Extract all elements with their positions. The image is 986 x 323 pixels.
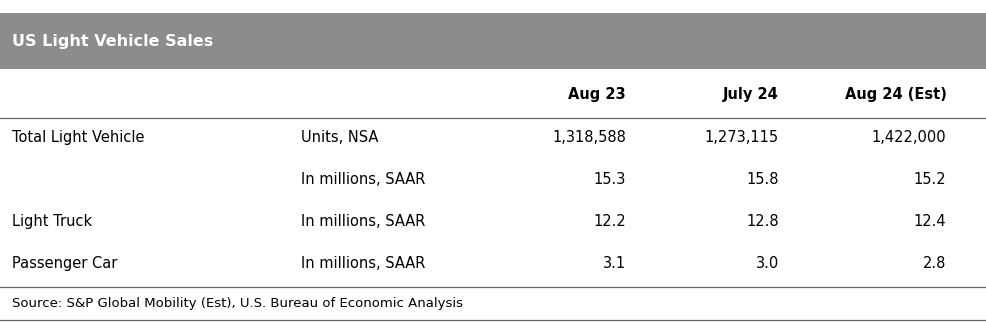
Text: 12.4: 12.4	[914, 214, 947, 229]
Text: 15.3: 15.3	[594, 172, 626, 187]
Text: In millions, SAAR: In millions, SAAR	[301, 256, 425, 271]
Text: 1,422,000: 1,422,000	[872, 130, 947, 145]
Text: 12.8: 12.8	[746, 214, 779, 229]
Bar	[0, 13, 986, 69]
Text: Aug 24 (Est): Aug 24 (Est)	[845, 87, 947, 102]
Text: 1,318,588: 1,318,588	[552, 130, 626, 145]
Text: Light Truck: Light Truck	[12, 214, 92, 229]
Text: 1,273,115: 1,273,115	[705, 130, 779, 145]
Text: 15.8: 15.8	[746, 172, 779, 187]
Text: 15.2: 15.2	[914, 172, 947, 187]
Text: Passenger Car: Passenger Car	[12, 256, 117, 271]
Text: Aug 23: Aug 23	[569, 87, 626, 102]
Text: Source: S&P Global Mobility (Est), U.S. Bureau of Economic Analysis: Source: S&P Global Mobility (Est), U.S. …	[12, 297, 462, 310]
Text: July 24: July 24	[723, 87, 779, 102]
Text: 3.1: 3.1	[603, 256, 626, 271]
Text: 12.2: 12.2	[594, 214, 626, 229]
Text: 2.8: 2.8	[923, 256, 947, 271]
Text: In millions, SAAR: In millions, SAAR	[301, 214, 425, 229]
Text: In millions, SAAR: In millions, SAAR	[301, 172, 425, 187]
Text: Total Light Vehicle: Total Light Vehicle	[12, 130, 144, 145]
Text: 3.0: 3.0	[755, 256, 779, 271]
Text: Units, NSA: Units, NSA	[301, 130, 378, 145]
Text: US Light Vehicle Sales: US Light Vehicle Sales	[12, 34, 213, 49]
